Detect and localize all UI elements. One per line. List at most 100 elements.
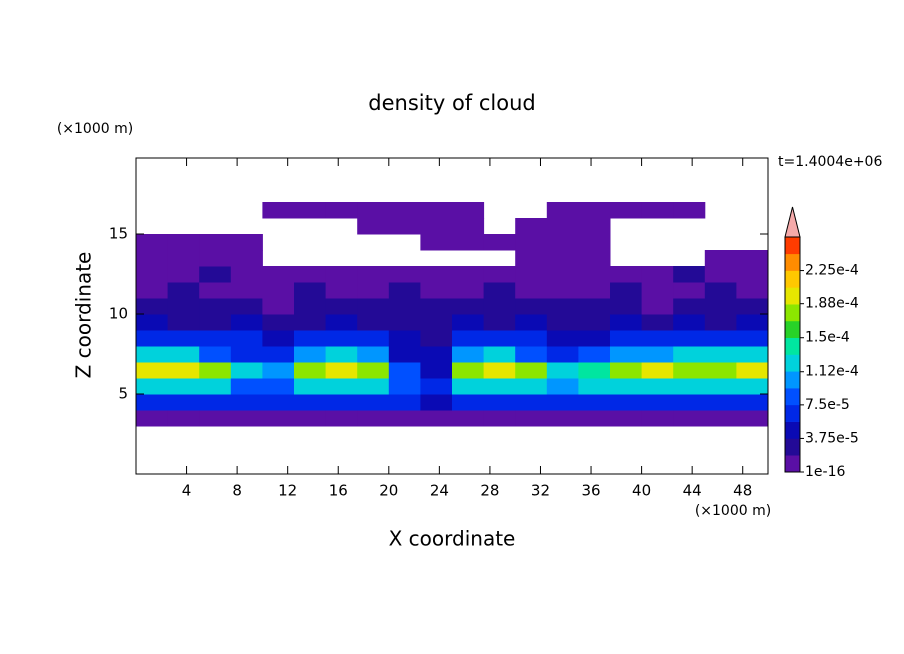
x-tick-label: 44 bbox=[683, 482, 702, 500]
contour-cell bbox=[136, 282, 169, 299]
contour-cell bbox=[452, 394, 485, 411]
contour-cell bbox=[641, 378, 674, 395]
contour-cell bbox=[136, 378, 169, 395]
contour-cell bbox=[483, 298, 516, 315]
colorbar-band bbox=[785, 388, 800, 406]
contour-cell bbox=[546, 234, 579, 251]
contour-cell bbox=[325, 298, 358, 315]
x-tick-label: 24 bbox=[430, 482, 449, 500]
contour-cell bbox=[452, 202, 485, 219]
contour-cell bbox=[388, 330, 421, 347]
x-unit: (×1000 m) bbox=[695, 503, 771, 519]
contour-cell bbox=[483, 394, 516, 411]
contour-cell bbox=[230, 250, 263, 267]
contour-cell bbox=[136, 362, 169, 379]
x-tick-label: 8 bbox=[232, 482, 242, 500]
contour-cell bbox=[136, 410, 169, 427]
contour-cell bbox=[641, 282, 674, 299]
contour-cell bbox=[388, 346, 421, 363]
contour-cell bbox=[673, 298, 706, 315]
contour-cell bbox=[452, 330, 485, 347]
contour-cell bbox=[546, 378, 579, 395]
contour-cell bbox=[673, 314, 706, 331]
contour-cell bbox=[325, 314, 358, 331]
field bbox=[136, 202, 769, 427]
contour-cell bbox=[420, 218, 453, 235]
colorbar-band bbox=[785, 287, 800, 305]
contour-cell bbox=[294, 394, 327, 411]
contour-cell bbox=[388, 282, 421, 299]
contour-cell bbox=[230, 282, 263, 299]
contour-cell bbox=[578, 298, 611, 315]
contour-cell bbox=[610, 378, 643, 395]
contour-cell bbox=[546, 202, 579, 219]
contour-cell bbox=[515, 410, 548, 427]
contour-cell bbox=[294, 314, 327, 331]
contour-cell bbox=[452, 410, 485, 427]
contour-cell bbox=[388, 298, 421, 315]
contour-cell bbox=[325, 282, 358, 299]
contour-cell bbox=[420, 314, 453, 331]
contour-cell bbox=[546, 298, 579, 315]
contour-cell bbox=[325, 378, 358, 395]
contour-cell bbox=[167, 314, 200, 331]
contour-cell bbox=[578, 202, 611, 219]
contour-cell bbox=[325, 394, 358, 411]
contour-cell bbox=[546, 218, 579, 235]
y-axis-label: Z coordinate bbox=[72, 252, 96, 379]
contour-cell bbox=[546, 314, 579, 331]
contour-cell bbox=[167, 378, 200, 395]
contour-cell bbox=[167, 234, 200, 251]
contour-cell bbox=[736, 250, 769, 267]
contour-cell bbox=[262, 202, 295, 219]
contour-cell bbox=[578, 346, 611, 363]
contour-cell bbox=[388, 218, 421, 235]
time-annotation: t=1.4004e+06 bbox=[778, 154, 882, 170]
contour-cell bbox=[704, 394, 737, 411]
contour-cell bbox=[167, 330, 200, 347]
x-tick-label: 40 bbox=[632, 482, 651, 500]
contour-cell bbox=[230, 330, 263, 347]
x-tick-label: 36 bbox=[581, 482, 600, 500]
y-tick-label: 10 bbox=[109, 305, 128, 323]
contour-cell bbox=[546, 282, 579, 299]
contour-cell bbox=[515, 250, 548, 267]
contour-cell bbox=[262, 298, 295, 315]
colorbar-extension bbox=[784, 206, 801, 238]
contour-cell bbox=[262, 266, 295, 283]
contour-cell bbox=[515, 298, 548, 315]
contour-cell bbox=[673, 282, 706, 299]
contour-cell bbox=[294, 362, 327, 379]
contour-cell bbox=[578, 394, 611, 411]
contour-cell bbox=[452, 362, 485, 379]
colorbar-band bbox=[785, 237, 800, 255]
contour-cell bbox=[515, 282, 548, 299]
y-tick-label: 5 bbox=[118, 385, 128, 403]
colorbar-band bbox=[785, 421, 800, 439]
x-tick-label: 32 bbox=[531, 482, 550, 500]
contour-cell bbox=[546, 362, 579, 379]
contour-cell bbox=[420, 330, 453, 347]
contour-cell bbox=[515, 362, 548, 379]
contour-cell bbox=[515, 218, 548, 235]
contour-cell bbox=[578, 266, 611, 283]
contour-cell bbox=[420, 202, 453, 219]
contour-cell bbox=[610, 282, 643, 299]
contour-cell bbox=[167, 266, 200, 283]
contour-cell bbox=[294, 202, 327, 219]
contour-cell bbox=[357, 394, 390, 411]
contour-cell bbox=[136, 330, 169, 347]
plot-frame bbox=[135, 157, 769, 475]
contour-cell bbox=[546, 394, 579, 411]
colorbar-band bbox=[785, 371, 800, 389]
contour-cell bbox=[546, 410, 579, 427]
contour-cell bbox=[736, 346, 769, 363]
contour-cell bbox=[546, 330, 579, 347]
colorbar-band bbox=[785, 455, 800, 473]
contour-cell bbox=[420, 282, 453, 299]
contour-cell bbox=[736, 410, 769, 427]
contour-cell bbox=[294, 378, 327, 395]
contour-cell bbox=[641, 362, 674, 379]
x-tick-label: 28 bbox=[480, 482, 499, 500]
contour-cell bbox=[673, 378, 706, 395]
